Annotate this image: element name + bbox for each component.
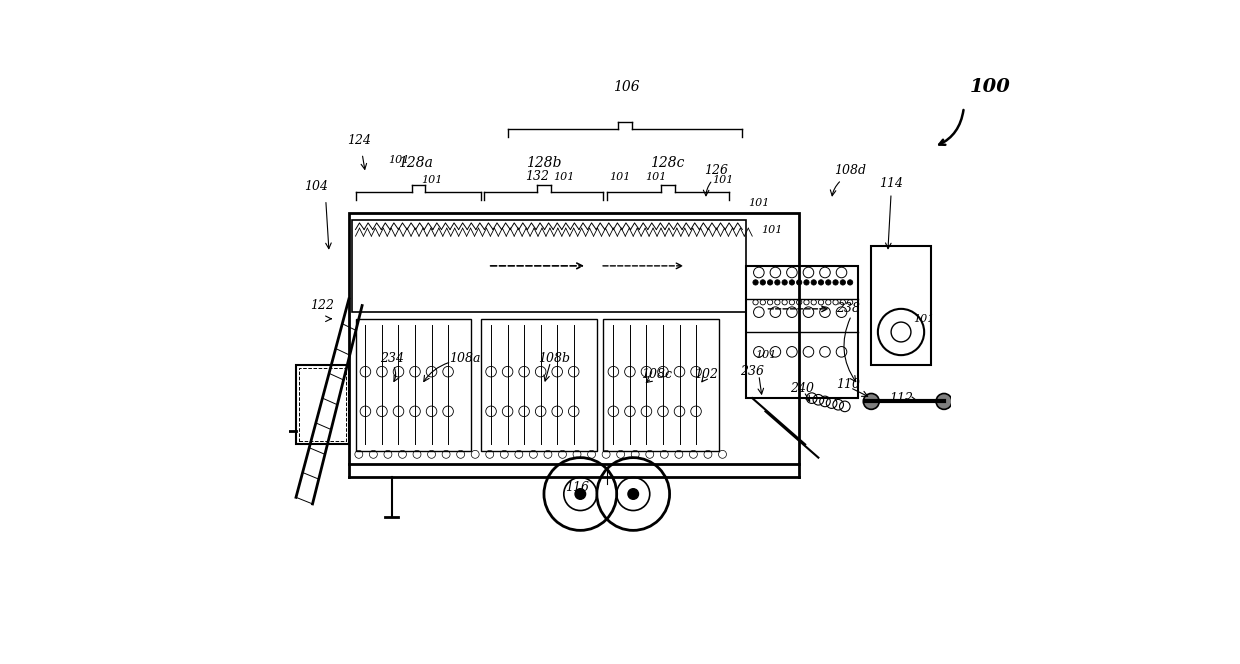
Text: 124: 124 xyxy=(347,133,371,147)
Text: 114: 114 xyxy=(879,177,903,190)
Circle shape xyxy=(833,280,838,285)
Text: 101: 101 xyxy=(646,171,667,182)
Circle shape xyxy=(790,280,795,285)
Text: 108c: 108c xyxy=(641,369,672,382)
Text: 122: 122 xyxy=(310,299,335,312)
Circle shape xyxy=(775,280,780,285)
Bar xyxy=(356,319,471,451)
Bar xyxy=(348,213,799,464)
Circle shape xyxy=(768,280,773,285)
Circle shape xyxy=(782,280,787,285)
Bar xyxy=(872,246,931,365)
Circle shape xyxy=(847,280,853,285)
Text: 126: 126 xyxy=(704,163,728,177)
Text: 100: 100 xyxy=(970,78,1011,96)
Circle shape xyxy=(760,280,765,285)
Text: 116: 116 xyxy=(565,481,589,494)
Text: 128b: 128b xyxy=(526,157,562,171)
Circle shape xyxy=(863,394,879,410)
Text: 238: 238 xyxy=(836,302,861,315)
Text: 101: 101 xyxy=(388,155,409,165)
Bar xyxy=(604,319,719,451)
Bar xyxy=(299,369,346,441)
Text: 128c: 128c xyxy=(651,157,684,171)
Bar xyxy=(481,319,596,451)
Text: 102: 102 xyxy=(694,369,718,382)
Text: 108b: 108b xyxy=(538,352,570,365)
Circle shape xyxy=(826,280,831,285)
Text: 104: 104 xyxy=(304,180,327,193)
Text: 101: 101 xyxy=(420,175,443,185)
Circle shape xyxy=(804,280,810,285)
Text: 101: 101 xyxy=(761,224,782,234)
Text: 110: 110 xyxy=(836,378,861,391)
Text: 106: 106 xyxy=(614,80,640,94)
Circle shape xyxy=(575,489,585,499)
Text: 101: 101 xyxy=(609,171,631,182)
Circle shape xyxy=(753,280,758,285)
Text: 108d: 108d xyxy=(835,163,866,177)
Circle shape xyxy=(841,280,846,285)
Text: 101: 101 xyxy=(712,175,733,185)
Text: 234: 234 xyxy=(379,352,404,365)
Text: 101: 101 xyxy=(553,171,574,182)
Circle shape xyxy=(627,489,639,499)
Text: 101: 101 xyxy=(748,198,770,208)
Bar xyxy=(745,266,858,398)
Text: 240: 240 xyxy=(790,382,813,394)
Bar xyxy=(296,365,348,444)
Text: 101: 101 xyxy=(914,314,935,324)
Circle shape xyxy=(818,280,823,285)
Circle shape xyxy=(796,280,802,285)
Text: 236: 236 xyxy=(740,365,764,378)
Text: 128a: 128a xyxy=(398,157,433,171)
Text: 132: 132 xyxy=(526,170,549,183)
Text: 112: 112 xyxy=(889,392,913,404)
Circle shape xyxy=(811,280,816,285)
Bar xyxy=(352,220,745,312)
Text: 101: 101 xyxy=(755,350,776,360)
Text: 108a: 108a xyxy=(449,352,480,365)
Circle shape xyxy=(936,394,952,410)
